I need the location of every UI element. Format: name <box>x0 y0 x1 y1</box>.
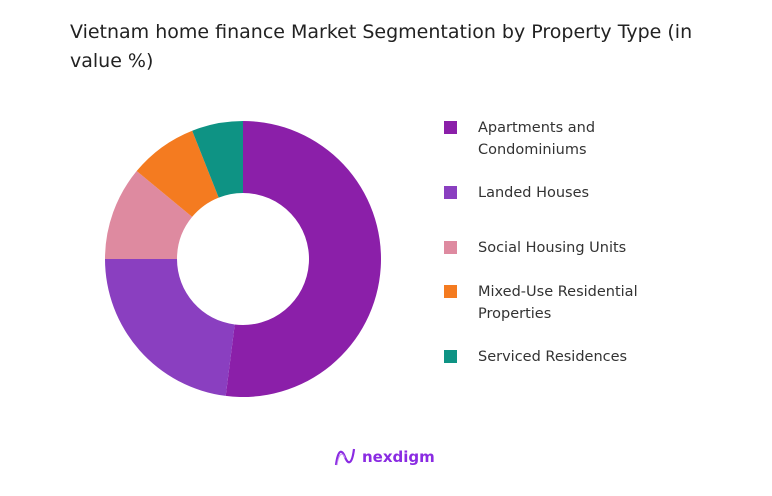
legend-swatch <box>444 121 457 134</box>
donut-slice-4 <box>192 121 243 198</box>
nexdigm-logo-icon <box>334 448 356 466</box>
logo-text: nexdigm <box>362 448 435 466</box>
legend-swatch <box>444 241 457 254</box>
donut-slice-1 <box>105 259 235 396</box>
donut-slice-3 <box>136 130 219 217</box>
legend-swatch <box>444 186 457 199</box>
legend-swatch <box>444 285 457 298</box>
legend-label: Apartments and Condominiums <box>478 120 596 158</box>
legend-swatch <box>444 350 457 363</box>
donut-slice-2 <box>105 171 193 259</box>
donut-slice-0 <box>225 121 381 398</box>
chart-title: Vietnam home finance Market Segmentation… <box>70 21 693 72</box>
legend-label: Landed Houses <box>478 185 590 201</box>
legend-label: Serviced Residences <box>478 349 628 365</box>
legend-label: Mixed-Use Residential Properties <box>478 284 638 322</box>
legend-label: Social Housing Units <box>478 240 627 256</box>
nexdigm-logo: nexdigm <box>334 447 435 467</box>
